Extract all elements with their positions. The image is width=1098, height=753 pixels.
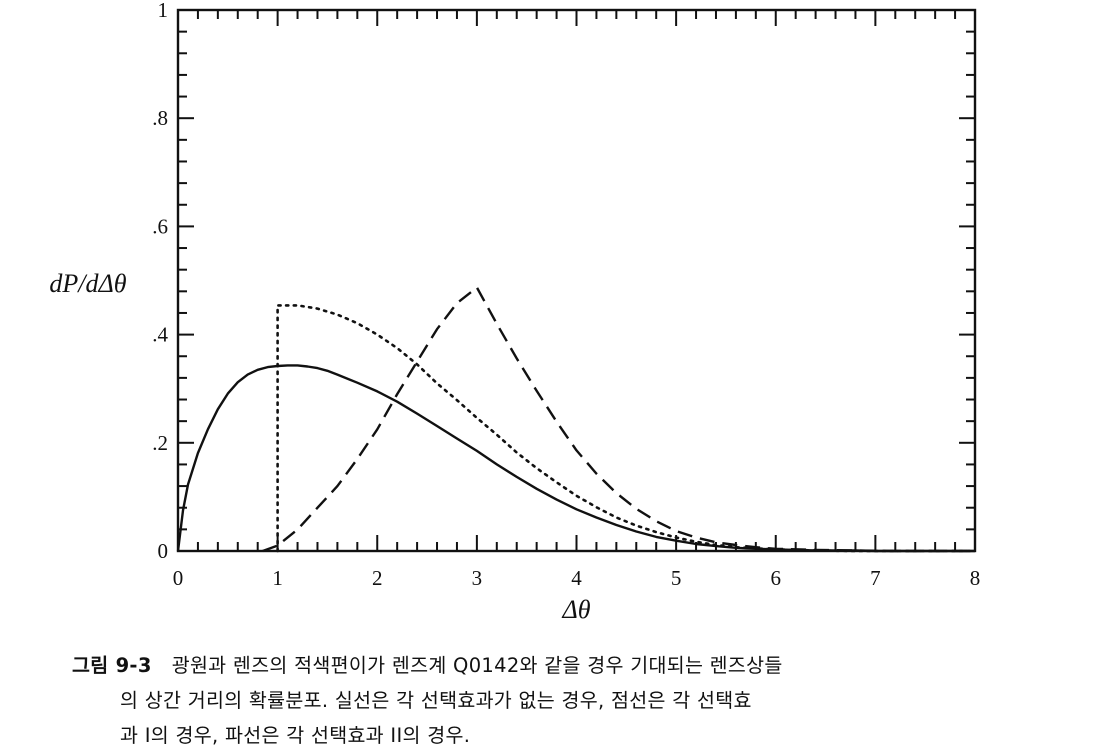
x-tick-label: 4 [571, 566, 582, 590]
y-tick-label: .6 [152, 214, 168, 238]
y-tick-label: .8 [152, 106, 168, 130]
y-axis-title: dP/dΔθ [49, 269, 126, 298]
caption-line-1: 그림 9-3 광원과 렌즈의 적색편이가 렌즈계 Q0142와 같을 경우 기대되… [72, 648, 1072, 683]
y-tick-label: .2 [152, 431, 168, 455]
x-axis-title: Δθ [561, 595, 590, 624]
y-tick-label: 0 [158, 539, 169, 563]
x-tick-label: 5 [671, 566, 682, 590]
caption-line-2: 의 상간 거리의 확률분포. 실선은 각 선택효과가 없는 경우, 점선은 각 … [120, 689, 752, 712]
plot-frame [176, 8, 977, 553]
x-tick-label: 2 [372, 566, 383, 590]
y-tick-label: 1 [158, 0, 169, 22]
series-line-solid [176, 364, 975, 553]
x-tick-label: 8 [970, 566, 981, 590]
axis-ticks [177, 9, 976, 552]
caption-text-1: 광원과 렌즈의 적색편이가 렌즈계 Q0142와 같을 경우 기대되는 렌즈상들 [171, 654, 783, 677]
x-tick-label: 3 [472, 566, 483, 590]
figure-label: 그림 9-3 [72, 654, 152, 677]
series-line-dotted [276, 304, 977, 553]
tick-labels: 0 1 2 3 4 5 6 7 8 0 .2 .4 .6 .8 1 [152, 0, 980, 590]
caption-line-3: 과 I의 경우, 파선은 각 선택효과 II의 경우. [120, 724, 471, 747]
x-tick-label: 7 [870, 566, 881, 590]
x-tick-label: 1 [272, 566, 283, 590]
series-layer [176, 286, 977, 553]
y-tick-label: .4 [152, 323, 168, 347]
chart: 0 1 2 3 4 5 6 7 8 0 .2 .4 .6 .8 1 Δθ dP/dΔθ [49, 0, 980, 624]
figure-caption: 그림 9-3 광원과 렌즈의 적색편이가 렌즈계 Q0142와 같을 경우 기대되… [72, 648, 1072, 753]
series-line-dashed [262, 286, 975, 553]
x-tick-label: 0 [173, 566, 184, 590]
x-tick-label: 6 [771, 566, 782, 590]
